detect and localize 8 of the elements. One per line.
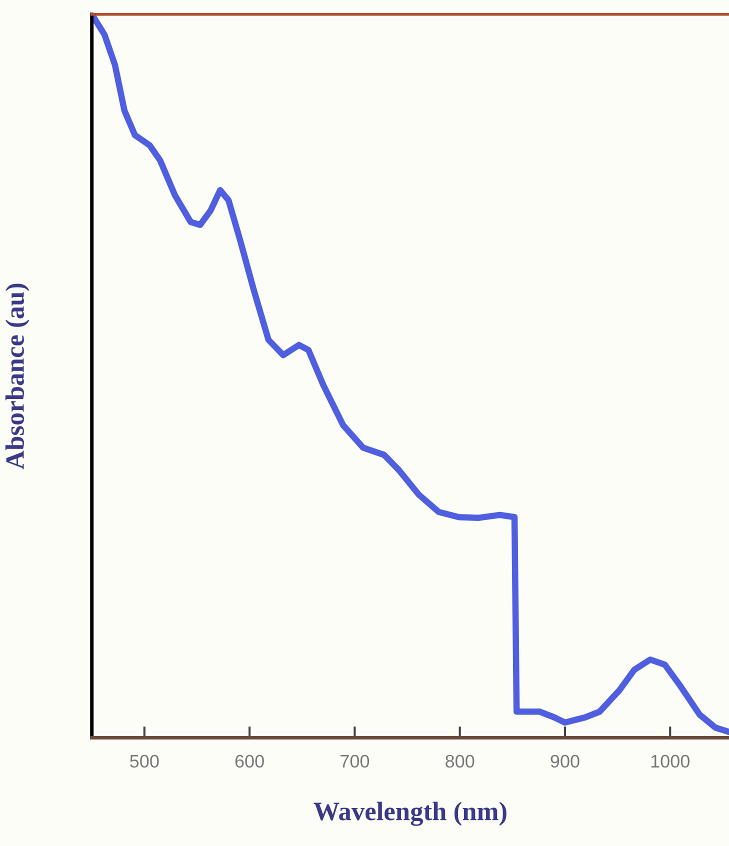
x-axis-title: Wavelength (nm): [314, 802, 506, 826]
x-tick-label: 1000: [651, 754, 690, 768]
y-axis-title: Absorbance (au): [5, 284, 30, 470]
x-tick-label: 700: [340, 754, 370, 768]
x-tick-label: 500: [130, 754, 159, 768]
x-tick-label: 800: [446, 754, 474, 768]
x-tick-label: 900: [550, 754, 580, 768]
x-tick-label: 600: [235, 754, 264, 768]
